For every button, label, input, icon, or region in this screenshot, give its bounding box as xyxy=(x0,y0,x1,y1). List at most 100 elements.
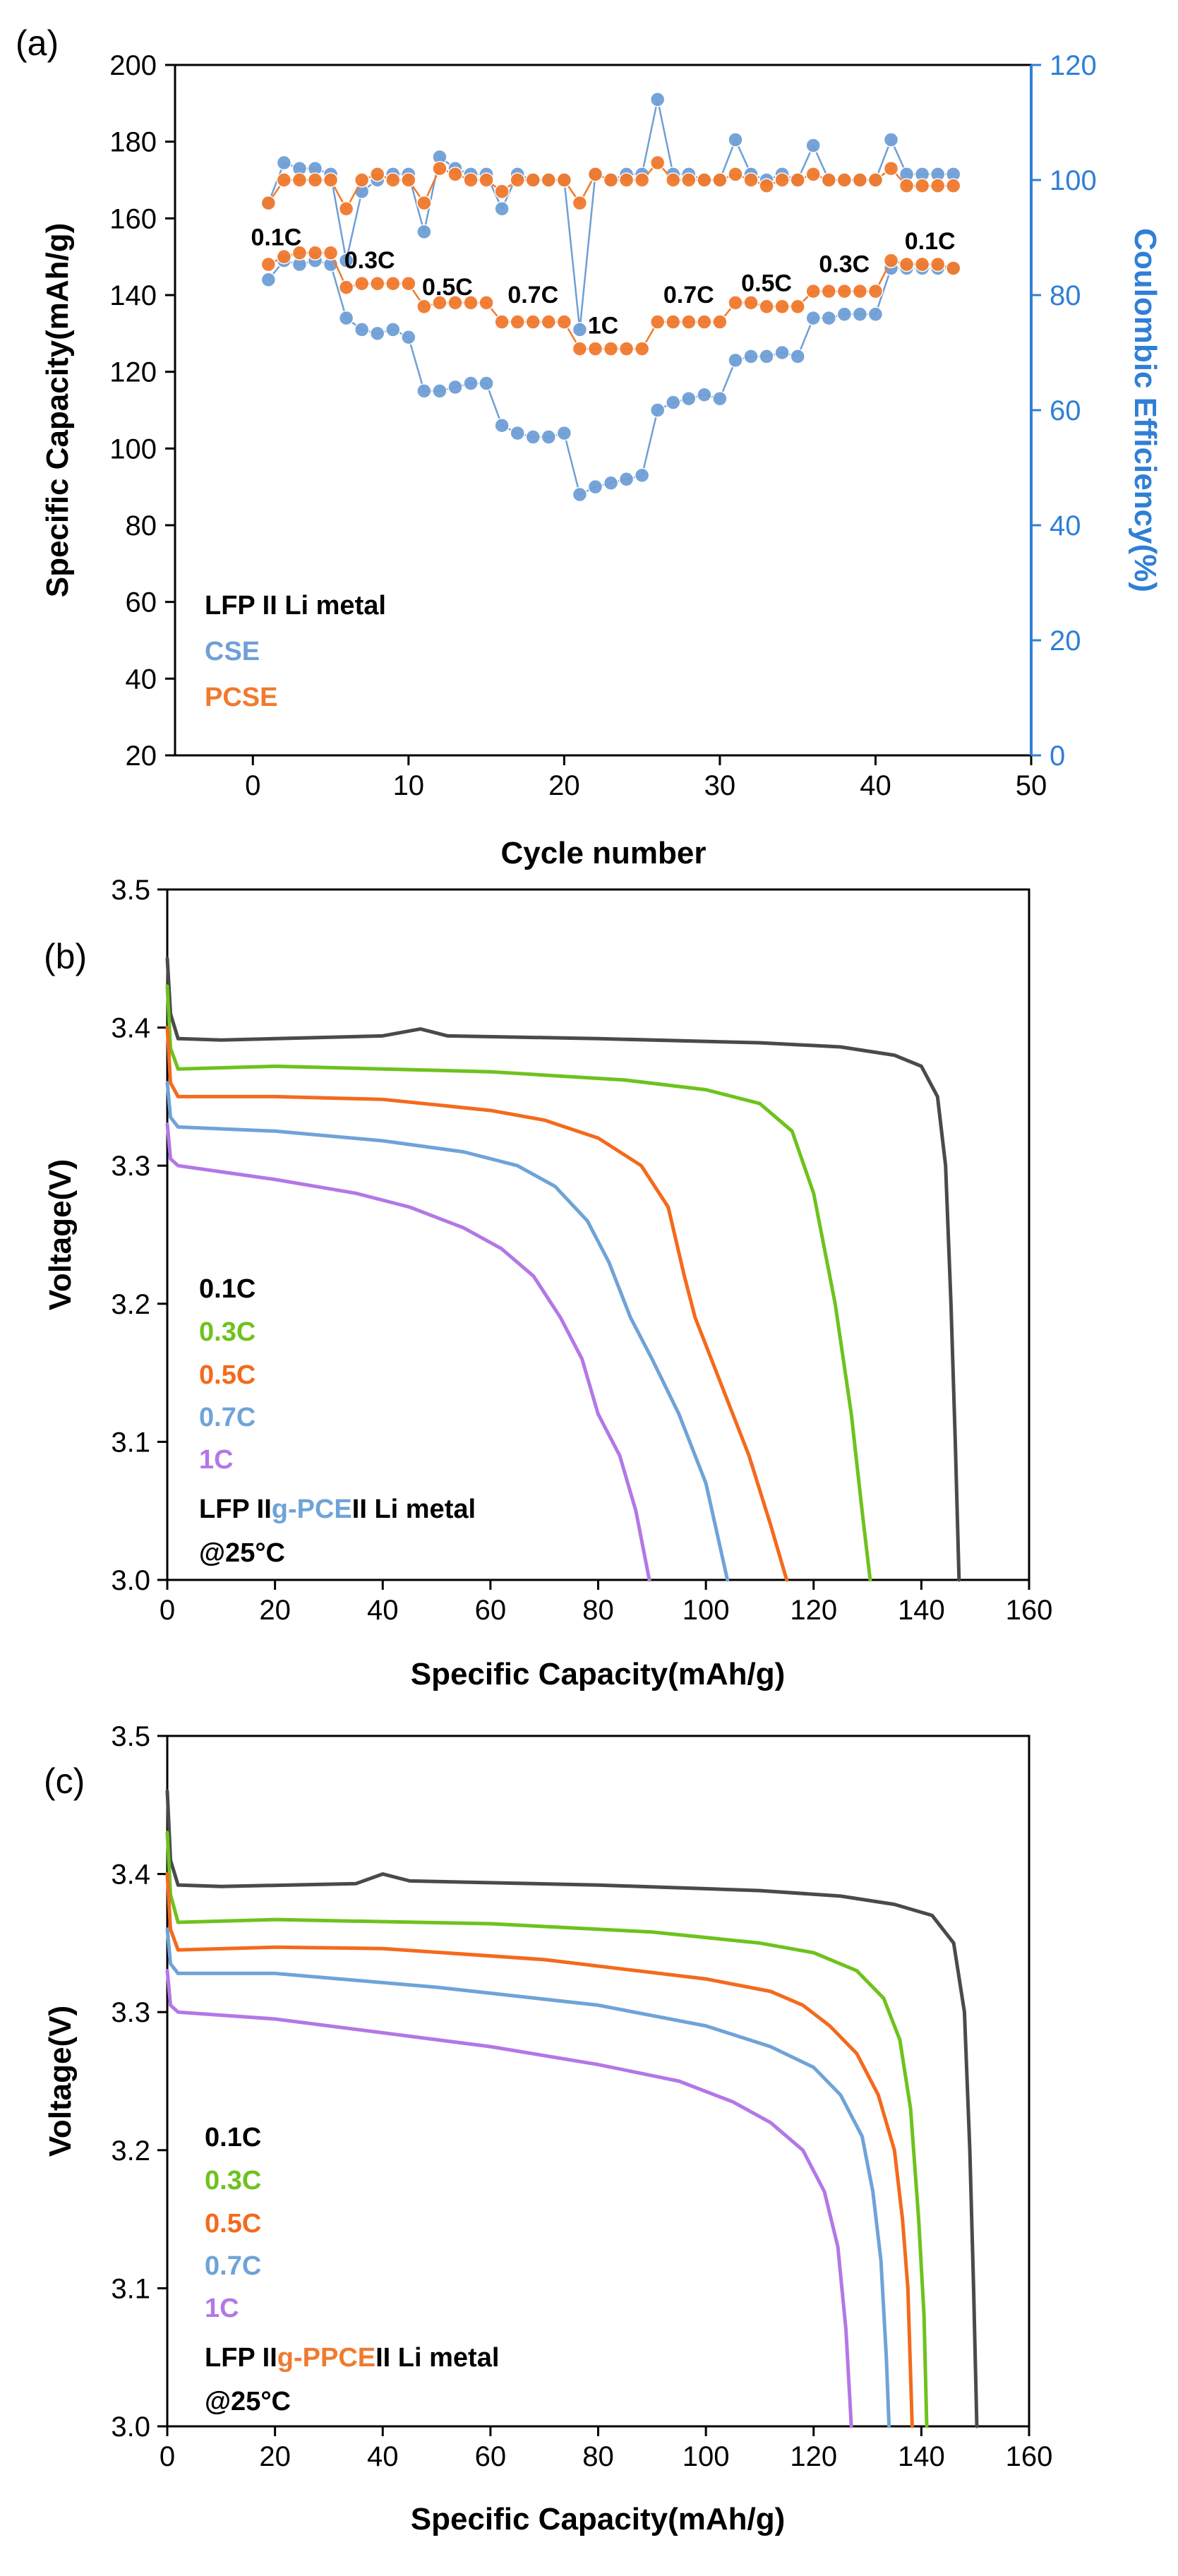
panel-a-data-point xyxy=(805,310,821,326)
panel-a-data-point xyxy=(665,395,681,410)
panel-a-data-point xyxy=(945,178,961,193)
panel-b-y-ticks: 3.0 3.1 3.2 3.3 3.4 3.5 xyxy=(111,875,167,1596)
panel-a-data-point xyxy=(541,314,557,330)
panel-a-data-point xyxy=(790,172,805,188)
panel-c-series-lines xyxy=(165,1789,979,2428)
panel-a-y-tick-label: 40 xyxy=(126,664,157,695)
panel-a-data-point xyxy=(805,167,821,182)
panel-b-x-tick-label: 60 xyxy=(475,1595,507,1626)
panel-a-data-point xyxy=(572,195,588,211)
panel-a-data-point xyxy=(385,275,401,292)
panel-a-data-point xyxy=(883,253,899,268)
panel-a-rate-label: 0.7C xyxy=(507,282,558,308)
panel-b-temperature-annotation: @25°C xyxy=(199,1538,285,1568)
panel-a-data-point xyxy=(665,172,681,188)
panel-c-x-tick-label: 100 xyxy=(683,2441,730,2472)
panel-a-data-point xyxy=(634,341,650,357)
panel-a-data-point xyxy=(338,280,354,295)
panel-a-data-point xyxy=(416,299,432,315)
panel-a-y-tick-label: 20 xyxy=(126,741,157,772)
panel-b-series-lines xyxy=(165,957,961,1582)
panel-a-rate-label: 0.3C xyxy=(819,251,870,277)
panel-c-x-ticks: 0 20 40 60 80 100 120 140 160 xyxy=(160,2426,1052,2472)
panel-a-data-point xyxy=(649,92,666,107)
panel-a-data-point xyxy=(385,172,401,188)
panel-a-data-point xyxy=(525,429,541,445)
panel-a-data-point xyxy=(463,376,479,391)
panel-a-data-point xyxy=(494,201,510,217)
panel-c-letter: (c) xyxy=(44,1761,85,1801)
panel-a-data-point xyxy=(401,330,416,345)
panel-c-series-line-0.3C xyxy=(165,1831,929,2428)
panel-a-x-tick-label: 30 xyxy=(704,770,736,801)
panel-c-series-line-1C xyxy=(165,1969,853,2428)
panel-a-data-point xyxy=(697,314,712,330)
panel-a-data-point xyxy=(821,172,837,188)
panel-a-legend-pcse: PCSE xyxy=(205,683,277,712)
panel-a-data-point xyxy=(681,314,697,330)
panel-a-data-point xyxy=(323,172,339,188)
panel-a-y-tick-label: 100 xyxy=(109,433,157,465)
panel-a-y2-tick-label: 60 xyxy=(1050,395,1081,426)
panel-a-data-point xyxy=(930,178,946,193)
panel-c-x-tick-label: 0 xyxy=(160,2441,175,2472)
panel-b-x-axis-title: Specific Capacity(mAh/g) xyxy=(411,1657,786,1691)
panel-a-data-point xyxy=(728,295,743,311)
panel-a-data-point xyxy=(510,314,525,330)
panel-a-data-point xyxy=(759,299,774,315)
panel-a-data-point xyxy=(712,172,728,188)
panel-a-data-point xyxy=(728,352,743,369)
panel-b-series-line-1C xyxy=(165,1122,651,1582)
panel-a-data-point xyxy=(587,341,603,357)
panel-b-y-tick-label: 3.1 xyxy=(111,1427,150,1458)
panel-a-data-point xyxy=(728,167,743,182)
panel-c-cell-annotation: LFP IIg-PPCEII Li metal xyxy=(205,2343,499,2373)
panel-a-data-point xyxy=(354,275,370,292)
panel-a-data-point xyxy=(681,172,697,188)
panel-c-y-tick-label: 3.0 xyxy=(111,2412,150,2443)
panel-a-x-tick-label: 40 xyxy=(860,770,891,801)
panel-a-x-axis-title: Cycle number xyxy=(501,836,707,870)
panel-b-legend-0.1C: 0.1C xyxy=(199,1274,256,1304)
panel-a-data-point xyxy=(479,172,494,188)
panel-a-y2-tick-label: 100 xyxy=(1050,165,1097,196)
panel-c-legend-0.1C: 0.1C xyxy=(205,2123,261,2152)
panel-c-x-tick-label: 60 xyxy=(475,2441,507,2472)
panel-b-series-line-0.3C xyxy=(165,984,872,1582)
panel-a-data-point xyxy=(649,155,666,171)
panel-a-y-axis-title: Specific Capacity(mAh/g) xyxy=(40,223,75,598)
panel-a-data-point xyxy=(805,283,821,299)
panel-a-data-point xyxy=(681,390,697,407)
panel-a-y-tick-label: 60 xyxy=(126,587,157,618)
panel-a-data-point xyxy=(914,256,930,272)
panel-a-data-point xyxy=(914,178,930,193)
panel-a-data-point xyxy=(728,132,743,148)
panel-a-rate-label: 0.7C xyxy=(663,282,714,308)
panel-b-x-tick-label: 120 xyxy=(790,1595,837,1626)
panel-a-y2-tick-label: 120 xyxy=(1050,50,1097,81)
panel-a-data-point xyxy=(836,172,853,188)
panel-a-letter: (a) xyxy=(16,23,59,63)
panel-b-x-tick-label: 40 xyxy=(367,1595,399,1626)
panel-b-plot-frame xyxy=(166,888,1030,1581)
panel-a-data-point xyxy=(697,387,712,403)
panel-a-rate-label: 0.5C xyxy=(741,270,792,297)
panel-b-x-tick-label: 160 xyxy=(1006,1595,1053,1626)
panel-a-data-point xyxy=(774,172,790,188)
panel-b-x-tick-label: 100 xyxy=(683,1595,730,1626)
panel-c-y-tick-label: 3.2 xyxy=(111,2135,150,2167)
panel-a-data-point xyxy=(260,195,277,211)
panel-b-x-tick-label: 140 xyxy=(898,1595,945,1626)
panel-a-data-point xyxy=(292,245,308,260)
panel-a-data-point xyxy=(821,283,837,299)
panel-a-data-point xyxy=(541,429,557,445)
panel-a-data-point xyxy=(852,283,868,299)
panel-a-y2-tick-label: 40 xyxy=(1050,510,1081,541)
panel-a-data-point xyxy=(307,245,323,260)
panel-b-y-tick-label: 3.4 xyxy=(111,1013,150,1044)
panel-a-rate-labels: 0.1C 0.3C 0.5C 0.7C 1C 0.7C 0.5C 0.3C 0.1C xyxy=(251,224,955,339)
panel-a-data-point xyxy=(494,184,510,200)
panel-b-x-tick-label: 20 xyxy=(259,1595,291,1626)
panel-a-data-point xyxy=(634,467,650,484)
panel-c-discharge-curves-chart: (c) 0 20 40 60 80 100 120 140 160 3.03.13.23.33.… xyxy=(43,1721,1052,2536)
